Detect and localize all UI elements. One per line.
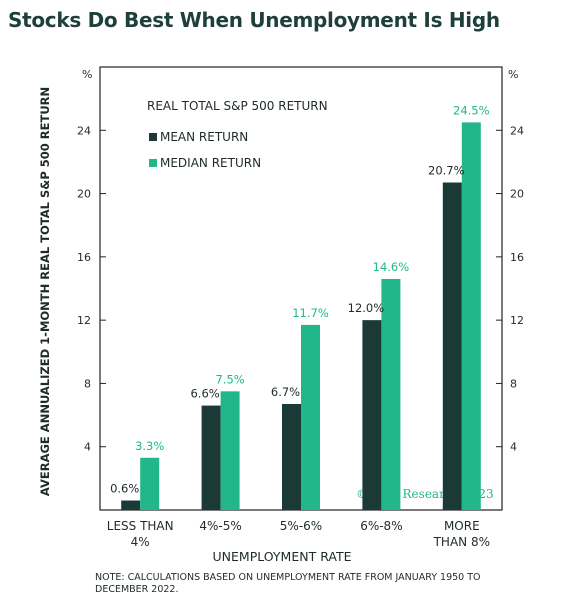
legend-swatch-median [149, 159, 157, 167]
data-label-mean: 20.7% [428, 163, 465, 177]
y-tick-label-left: 4 [84, 441, 91, 454]
x-tick-label: 4%-5% [199, 519, 241, 533]
data-label-mean: 6.7% [271, 385, 300, 399]
y-axis-title: AVERAGE ANNUALIZED 1-MONTH REAL TOTAL S&… [38, 87, 52, 496]
y-tick-label-left: 24 [77, 124, 91, 137]
y-tick-label-right: 8 [510, 377, 517, 390]
y-unit-right: % [508, 68, 518, 81]
chart-title: Stocks Do Best When Unemployment Is High [8, 8, 500, 32]
legend-label-median: MEDIAN RETURN [160, 156, 261, 170]
y-tick-label-left: 16 [77, 251, 91, 264]
data-label-mean: 12.0% [348, 301, 385, 315]
y-tick-label-right: 20 [510, 188, 524, 201]
data-label-mean: 0.6% [110, 482, 139, 496]
axes: % % 4 4 8 8 12 12 16 16 20 20 24 24 AVERAGE ANNUALIZED… [38, 66, 524, 564]
bar-mean [201, 405, 221, 510]
data-label-median: 11.7% [292, 306, 329, 320]
legend: REAL TOTAL S&P 500 RETURN MEAN RETURN MEDI… [147, 99, 328, 170]
data-label-median: 24.5% [453, 103, 490, 117]
bar-median [301, 324, 320, 510]
x-axis-title: UNEMPLOYMENT RATE [213, 549, 352, 564]
bar-median [381, 279, 401, 510]
y-tick-label-right: 12 [510, 314, 524, 327]
bars [121, 122, 481, 510]
legend-title: REAL TOTAL S&P 500 RETURN [147, 99, 328, 113]
x-tick-label: LESS THAN [107, 519, 174, 533]
x-tick-label: MORE [444, 519, 480, 533]
bar-mean [362, 320, 382, 510]
x-tick-label: 5%-6% [280, 519, 322, 533]
y-tick-label-right: 4 [510, 441, 517, 454]
legend-label-mean: MEAN RETURN [160, 130, 248, 144]
x-tick-label: THAN 8% [433, 535, 490, 549]
y-tick-label-right: 16 [510, 251, 524, 264]
legend-swatch-mean [149, 133, 157, 141]
y-tick-label-right: 24 [510, 124, 524, 137]
y-tick-label-left: 20 [77, 188, 91, 201]
x-tick-label: 6%-8% [360, 519, 402, 533]
y-tick-label-left: 12 [77, 314, 91, 327]
y-unit-left: % [82, 68, 92, 81]
bar-mean [121, 500, 141, 510]
x-tick-label: 4% [131, 535, 150, 549]
bar-median [140, 457, 160, 510]
footnote: NOTE: CALCULATIONS BASED ON UNEMPLOYMENT… [95, 572, 481, 595]
data-label-mean: 6.6% [190, 387, 219, 401]
bar-mean [442, 182, 462, 510]
bar-median [220, 391, 240, 510]
y-tick-label-left: 8 [84, 377, 91, 390]
bar-mean [282, 403, 301, 510]
data-labels: 0.6% 3.3% 6.6%7.5% 6.7% 11.7% 12.0% 14.6% 20.7%… [110, 103, 490, 495]
data-label-median: 3.3% [135, 439, 164, 453]
data-label-median: 14.6% [373, 260, 410, 274]
bar-median [461, 122, 481, 510]
data-label-median: 7.5% [215, 372, 244, 386]
